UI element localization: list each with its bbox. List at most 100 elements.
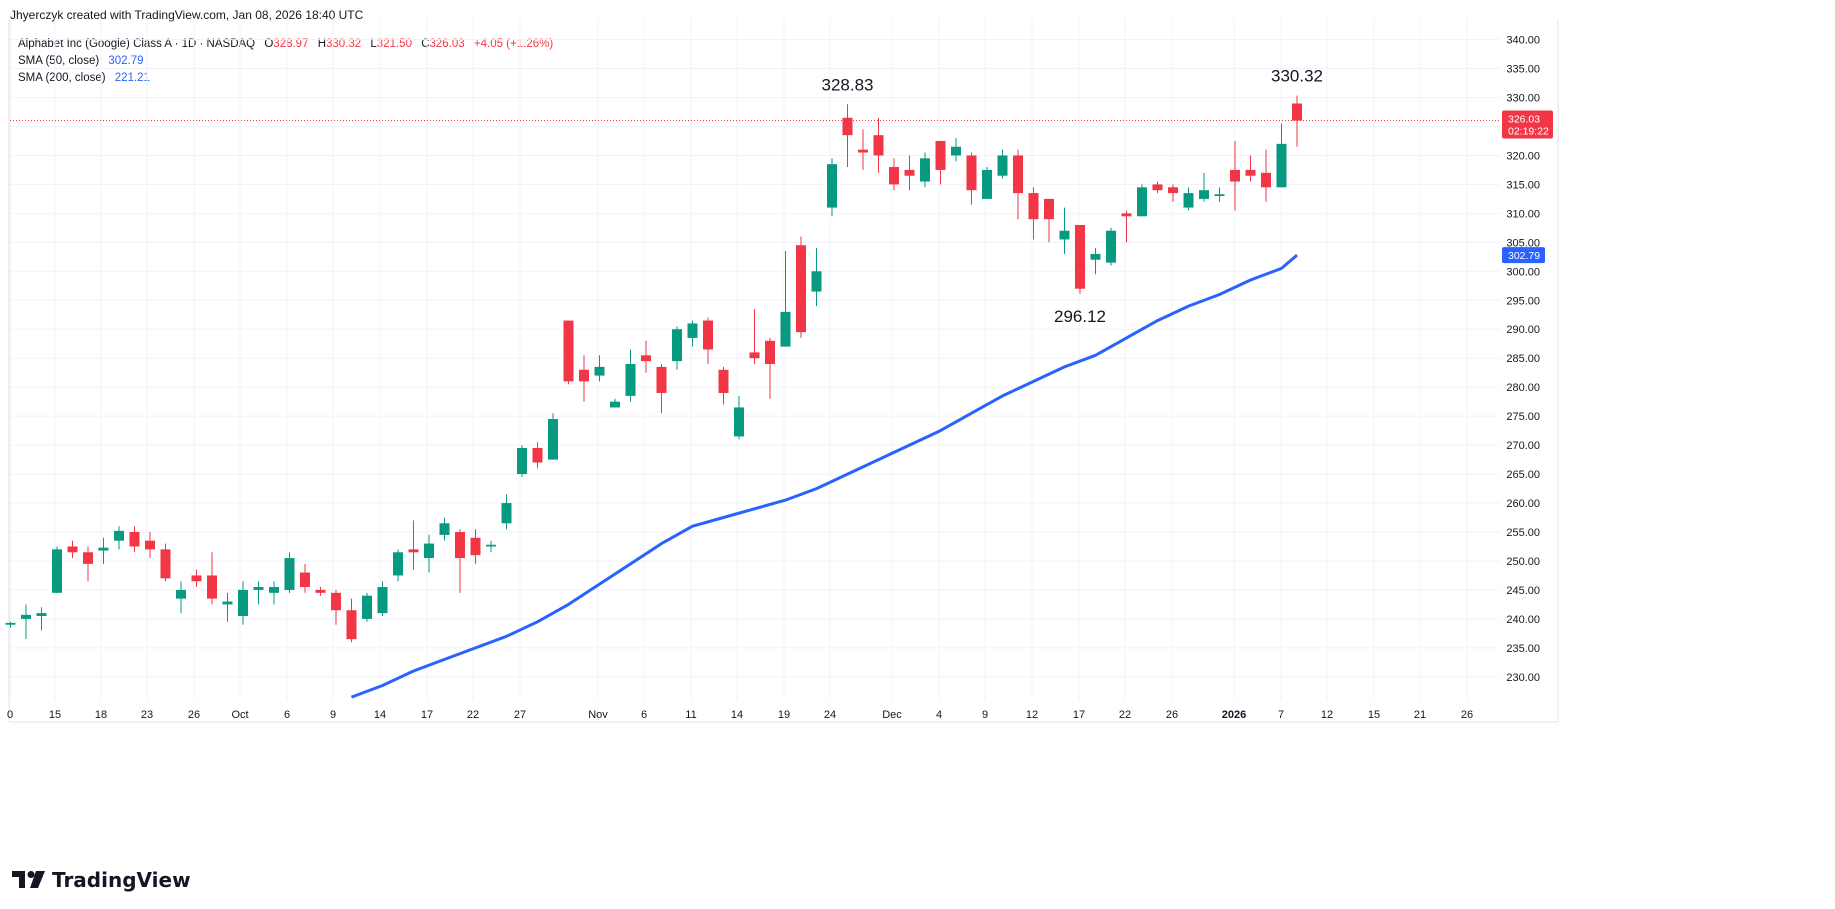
candle-down — [346, 598, 357, 643]
candle-body — [734, 407, 744, 437]
candle-body — [377, 587, 388, 614]
candle-up — [114, 526, 124, 550]
candle-up — [1276, 123, 1287, 188]
candle-body — [935, 140, 946, 170]
candle-up — [625, 349, 636, 402]
candle-body — [83, 552, 93, 564]
candle-down — [563, 320, 574, 385]
candle-body — [1059, 230, 1070, 240]
candle-up — [362, 592, 372, 622]
price-axis: 230.00 235.00 240.00 245.00 250.00 255.00 260.… — [1502, 35, 1553, 684]
candle-body — [470, 537, 481, 556]
candle-body — [331, 592, 341, 611]
candle-up — [1214, 187, 1225, 202]
x-tick-label: 14 — [374, 709, 386, 721]
candle-up — [672, 326, 682, 370]
x-tick-label: 27 — [514, 709, 526, 721]
candle-body — [486, 544, 496, 547]
y-tick-label: 320.00 — [1506, 150, 1540, 162]
candle-down — [1121, 210, 1132, 243]
candle-down — [145, 532, 155, 559]
candle-body — [222, 601, 233, 605]
candle-up — [594, 355, 605, 382]
candle-body — [1013, 155, 1023, 194]
sma50-series — [350, 253, 1298, 699]
y-tick-label: 305.00 — [1506, 237, 1540, 249]
candle-down — [858, 129, 868, 170]
candle-up — [424, 534, 434, 573]
sma50-legend-row[interactable]: SMA (50, close) 302.79 — [18, 53, 559, 70]
y-tick-label: 340.00 — [1506, 35, 1540, 47]
candle-body — [455, 532, 465, 559]
candle-body — [548, 419, 558, 460]
candle-body — [641, 355, 651, 362]
candle-body — [1168, 187, 1178, 194]
x-tick-label: 15 — [49, 709, 61, 721]
candle-body — [656, 366, 667, 393]
symbol-label[interactable]: Alphabet Inc (Google) Class A · 1D · NAS… — [18, 38, 256, 50]
candle-body — [207, 575, 217, 599]
sma200-legend-row[interactable]: SMA (200, close) 221.21 — [18, 70, 559, 87]
price-annotation: 296.12 — [1054, 307, 1106, 326]
candle-up — [548, 413, 558, 460]
candle-body — [346, 610, 357, 640]
candle-body — [1075, 224, 1085, 289]
y-tick-label: 280.00 — [1506, 382, 1540, 394]
sma-price-text: 302.79 — [1508, 250, 1540, 262]
candle-down — [1044, 198, 1054, 243]
y-tick-label: 235.00 — [1506, 643, 1540, 655]
last-price-text: 326.03 — [1508, 114, 1540, 126]
candle-down — [408, 520, 419, 570]
sma50-line — [350, 253, 1298, 699]
last-price-tag-bg — [1502, 110, 1553, 139]
tradingview-footer[interactable]: TradingView — [12, 868, 191, 892]
candle-up — [98, 537, 109, 564]
candle-up — [253, 581, 264, 605]
y-tick-label: 310.00 — [1506, 208, 1540, 220]
x-tick-label: 9 — [982, 709, 988, 721]
candle-body — [610, 401, 620, 408]
x-tick-label: 24 — [824, 709, 836, 721]
candle-body — [858, 149, 868, 153]
candle-body — [672, 329, 682, 362]
candle-body — [1230, 169, 1240, 182]
change-value: +4.05 (+1.26%) — [473, 38, 554, 50]
candle-body — [501, 503, 512, 524]
candle-body — [160, 549, 171, 579]
x-tick-label: Dec — [882, 709, 902, 721]
candle-down — [83, 546, 93, 582]
candle-body — [408, 549, 419, 553]
candle-down — [935, 140, 946, 185]
candle-up — [997, 149, 1008, 179]
x-tick-label: 11 — [685, 709, 696, 721]
candle-body — [1276, 143, 1287, 188]
candle-up — [1137, 184, 1147, 217]
candle-down — [315, 587, 326, 596]
candle-down — [1261, 149, 1271, 202]
open-value: 328.97 — [273, 38, 309, 50]
candle-body — [889, 167, 899, 185]
candle-body — [1199, 190, 1209, 199]
candle-body — [1214, 194, 1225, 196]
candle-body — [749, 352, 760, 359]
candle-up — [52, 546, 62, 593]
candle-body — [687, 323, 698, 338]
x-tick-label: 23 — [141, 709, 153, 721]
candle-down — [455, 529, 465, 593]
candle-up — [982, 167, 992, 199]
candle-down — [1292, 95, 1302, 147]
sma50-label: SMA (50, close) — [18, 55, 100, 67]
x-tick-label: 12 — [1321, 709, 1333, 721]
price-annotation: 328.83 — [822, 75, 874, 94]
candle-up — [439, 517, 450, 541]
candle-up — [176, 581, 186, 614]
candle-body — [52, 549, 62, 593]
candle-down — [207, 552, 217, 605]
y-tick-label: 290.00 — [1506, 324, 1540, 336]
candle-down — [796, 236, 806, 338]
candle-down — [842, 104, 853, 168]
x-tick-label: 7 — [1278, 709, 1284, 721]
